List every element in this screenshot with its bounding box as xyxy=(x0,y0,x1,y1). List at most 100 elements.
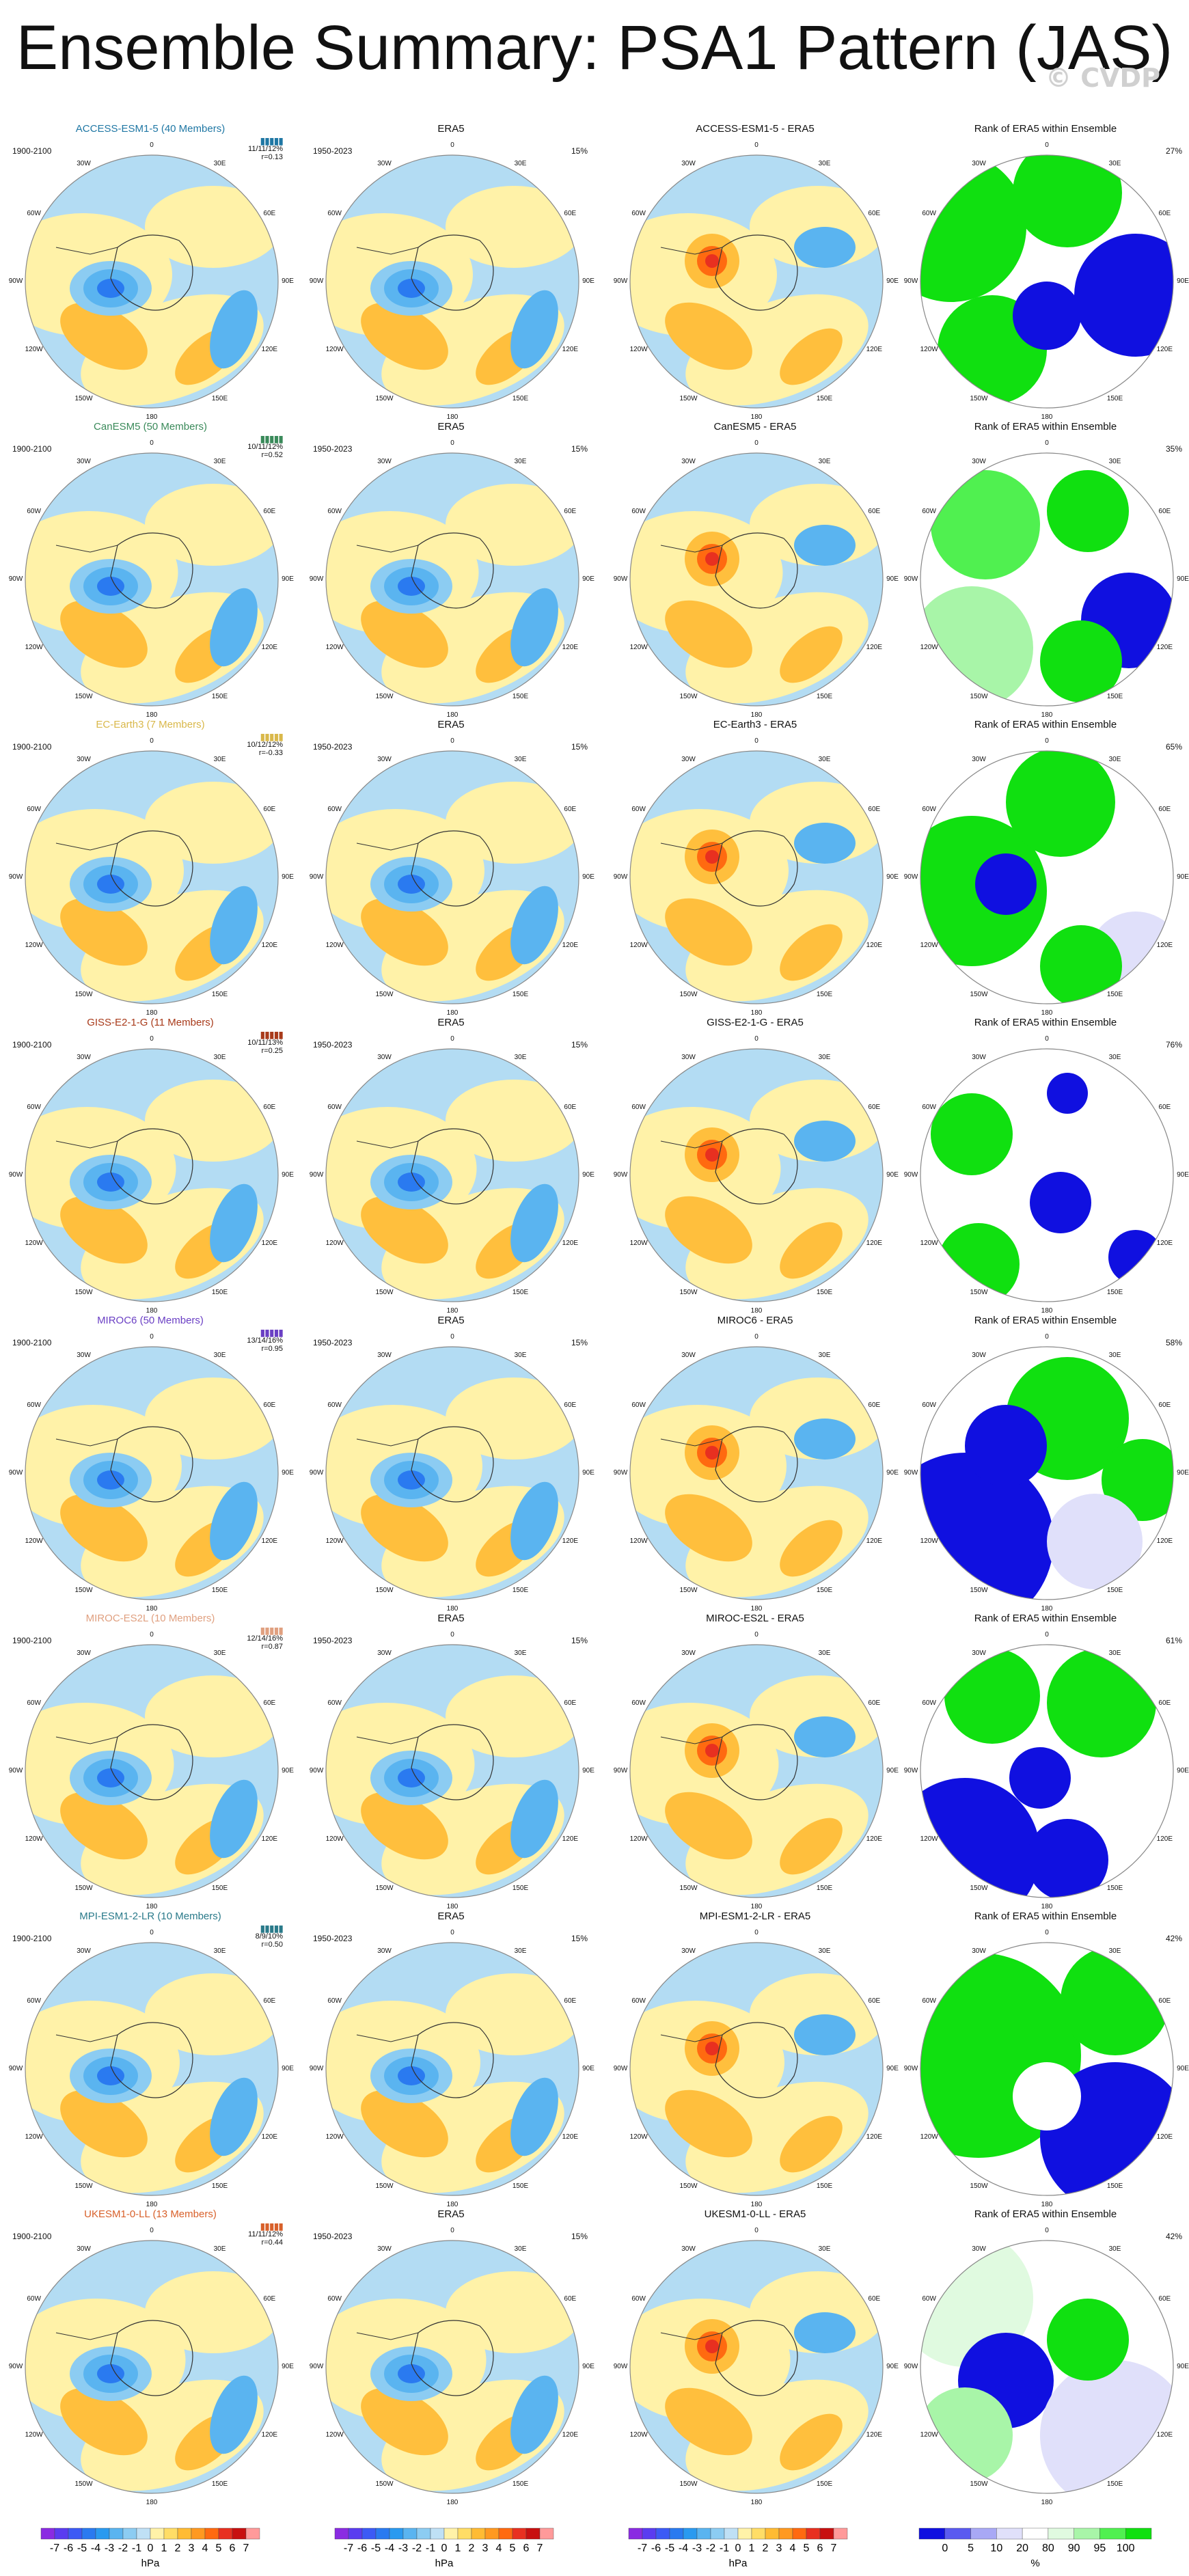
lon-label: 60W xyxy=(27,1401,41,1409)
lon-label: 150E xyxy=(1106,991,1123,999)
panel-title: GISS-E2-1-G (11 Members) xyxy=(87,1017,214,1028)
lon-label: 30E xyxy=(1108,159,1121,167)
lon-label: 150E xyxy=(512,1885,529,1893)
diff-map-panel: CanESM5 - ERA5 0 30E 60E 90E 120E 150E 180 150W 1… xyxy=(612,421,899,719)
lon-label: 150E xyxy=(211,693,228,701)
variance-pct: 42% xyxy=(1165,2232,1182,2241)
lon-label: 0 xyxy=(754,141,758,149)
lon-label: 180 xyxy=(750,711,763,719)
colorbar-tick: 6 xyxy=(817,2543,823,2554)
lon-label: 0 xyxy=(150,1333,154,1341)
lon-label: 0 xyxy=(450,141,454,149)
lon-label: 150W xyxy=(375,1289,394,1297)
colorbar-tick: -5 xyxy=(371,2543,381,2554)
colorbar-swatch xyxy=(95,2527,110,2540)
colorbar-swatch xyxy=(416,2527,431,2540)
lon-label: 90E xyxy=(582,2363,594,2370)
colorbar-swatch xyxy=(525,2527,541,2540)
colorbar-tick: 0 xyxy=(942,2543,948,2554)
lon-label: 180 xyxy=(446,711,459,719)
lon-label: 120W xyxy=(25,1239,43,1247)
lon-label: 60W xyxy=(27,1699,41,1707)
panel-title: Rank of ERA5 within Ensemble xyxy=(974,1910,1117,1922)
lon-label: 120E xyxy=(1156,345,1173,353)
colorbar-swatch xyxy=(778,2527,793,2540)
lon-label: 150E xyxy=(816,1289,833,1297)
lon-label: 120E xyxy=(1156,2133,1173,2141)
colorbar-swatch xyxy=(642,2527,657,2540)
pattern-map xyxy=(15,1932,288,2209)
lon-label: 120W xyxy=(920,643,938,651)
lon-label: 30E xyxy=(1108,1947,1121,1955)
lon-label: 30E xyxy=(818,2245,831,2253)
colorbar-tick: -3 xyxy=(105,2543,114,2554)
period-label: 1900-2100 xyxy=(12,1338,52,1347)
lon-label: 90W xyxy=(8,2363,23,2370)
lon-label: 180 xyxy=(446,1605,459,1613)
panel-title: ACCESS-ESM1-5 - ERA5 xyxy=(696,123,815,135)
lon-label: 90W xyxy=(613,1767,628,1775)
lon-label: 90W xyxy=(903,1767,918,1775)
lon-label: 90E xyxy=(1177,575,1189,583)
page-title: Ensemble Summary: PSA1 Pattern (JAS) xyxy=(16,13,1173,83)
lon-label: 150E xyxy=(211,2182,228,2191)
colorbar-swatch xyxy=(683,2527,698,2540)
diff-map-panel: ACCESS-ESM1-5 - ERA5 0 30E 60E 90E 120E 150E 18… xyxy=(612,123,899,421)
lon-label: 180 xyxy=(750,1307,763,1315)
lon-label: 60E xyxy=(263,1699,276,1707)
period-label: 1950-2023 xyxy=(313,2232,353,2241)
lon-label: 30W xyxy=(377,2245,392,2253)
lon-label: 150W xyxy=(679,1289,698,1297)
colorbar-tick: -6 xyxy=(651,2543,661,2554)
colorbar-unit: hPa xyxy=(729,2558,748,2569)
lon-label: 120E xyxy=(261,345,277,353)
lon-label: 180 xyxy=(1041,413,1053,421)
lon-label: 120W xyxy=(629,2430,648,2439)
period-label: 1900-2100 xyxy=(12,146,52,156)
colorbar-swatch xyxy=(68,2527,83,2540)
lon-label: 60W xyxy=(327,507,342,515)
lon-label: 90W xyxy=(309,2363,324,2370)
model-map-panel: MPI-ESM1-2-LR (10 Members) 1900-2100 ▮▮▮▮▮… xyxy=(7,1910,294,2208)
lon-label: 150E xyxy=(816,395,833,403)
lon-label: 30E xyxy=(514,159,527,167)
rank-map-panel: Rank of ERA5 within Ensemble 61% 0 30E 60E 90… xyxy=(902,1613,1189,1910)
rank-map-panel: Rank of ERA5 within Ensemble 42% 0 30E 60E 90… xyxy=(902,1910,1189,2208)
lon-label: 120E xyxy=(866,2430,882,2439)
lon-label: 120E xyxy=(562,2133,578,2141)
lon-label: 120W xyxy=(325,1239,344,1247)
pattern-map xyxy=(15,1039,288,1315)
lon-label: 90W xyxy=(613,2363,628,2370)
colorbar-tick: 95 xyxy=(1094,2543,1106,2554)
lon-label: 30W xyxy=(972,1351,986,1359)
lon-label: 30E xyxy=(213,1351,226,1359)
variance-pct: 15% xyxy=(571,1636,588,1645)
colorbar-tick: 0 xyxy=(148,2543,154,2554)
ensemble-row: GISS-E2-1-G (11 Members) 1900-2100 ▮▮▮▮▮ 10… xyxy=(0,1017,1189,1315)
lon-label: 90E xyxy=(886,277,899,285)
lon-label: 150W xyxy=(74,1885,93,1893)
lon-label: 150E xyxy=(512,1289,529,1297)
lon-label: 60E xyxy=(1158,1103,1171,1111)
lon-label: 0 xyxy=(754,1035,758,1043)
lon-label: 150W xyxy=(375,1885,394,1893)
lon-label: 30W xyxy=(377,159,392,167)
lon-label: 90W xyxy=(613,575,628,583)
panel-title: ERA5 xyxy=(437,1315,465,1326)
lon-label: 150W xyxy=(74,2182,93,2191)
lon-label: 30W xyxy=(77,1053,91,1061)
lon-label: 120E xyxy=(1156,643,1173,651)
lon-label: 90W xyxy=(8,1469,23,1477)
lon-label: 60E xyxy=(868,2294,881,2303)
lon-label: 120W xyxy=(629,941,648,949)
pattern-map xyxy=(316,2230,589,2507)
lon-label: 30W xyxy=(972,755,986,763)
lon-label: 30E xyxy=(1108,457,1121,465)
lon-label: 120W xyxy=(629,345,648,353)
lon-label: 90E xyxy=(886,2065,899,2072)
panel-title: UKESM1-0-LL - ERA5 xyxy=(704,2208,806,2220)
lon-label: 60W xyxy=(327,1103,342,1111)
lon-label: 120E xyxy=(1156,1835,1173,1843)
panel-title: MPI-ESM1-2-LR - ERA5 xyxy=(699,1910,811,1922)
